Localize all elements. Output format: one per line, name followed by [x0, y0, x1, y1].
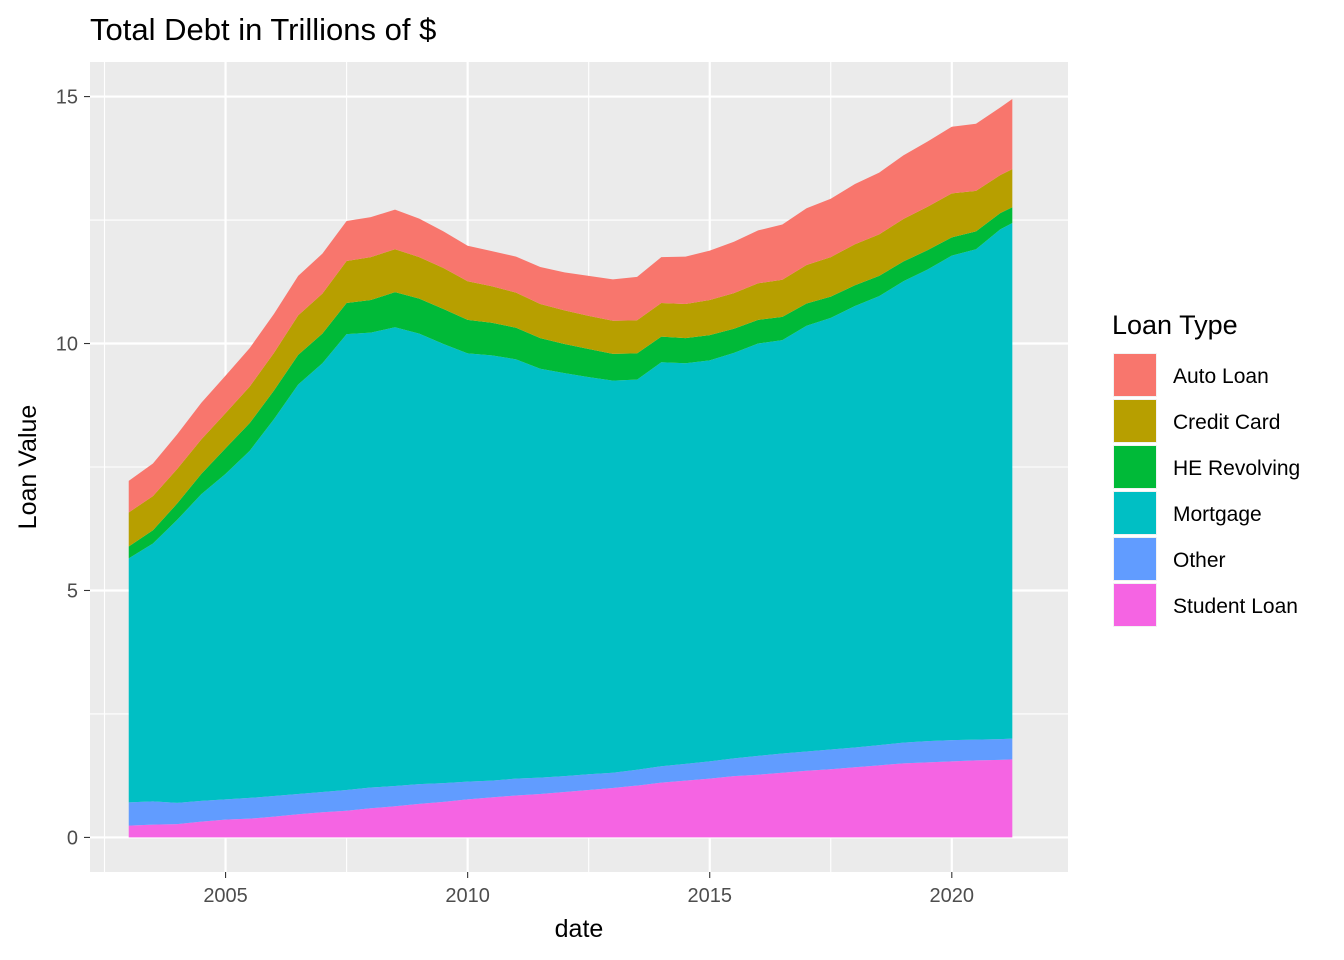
x-tick-label: 2015 — [687, 885, 732, 907]
legend-swatch-student-loan — [1114, 584, 1156, 626]
legend: Loan Type Auto Loan Credit Card HE Revolvi… — [1112, 310, 1300, 627]
x-tick-label: 2005 — [203, 885, 248, 907]
y-axis: 0 5 10 15 — [56, 87, 90, 849]
x-axis: 2005 2010 2015 2020 — [203, 872, 974, 907]
area-series-other — [128, 738, 1013, 826]
legend-label-mortgage: Mortgage — [1173, 503, 1262, 526]
legend-label-other: Other — [1173, 549, 1226, 572]
y-tick-label: 10 — [56, 334, 78, 356]
x-axis-title: date — [555, 915, 604, 943]
x-tick-label: 2010 — [445, 885, 490, 907]
legend-swatch-other — [1114, 538, 1156, 580]
area-series-student-loan — [128, 759, 1013, 838]
legend-swatch-he-revolving — [1114, 446, 1156, 488]
legend-swatch-mortgage — [1114, 492, 1156, 534]
legend-swatch-credit-card — [1114, 400, 1156, 442]
legend-label-he-revolving: HE Revolving — [1173, 457, 1300, 480]
legend-label-student-loan: Student Loan — [1173, 595, 1298, 618]
area-layers — [128, 99, 1013, 838]
y-axis-title: Loan Value — [14, 405, 42, 530]
area-series-mortgage — [128, 223, 1013, 803]
y-tick-label: 5 — [67, 580, 78, 602]
legend-title: Loan Type — [1112, 310, 1238, 340]
chart-title: Total Debt in Trillions of $ — [90, 12, 436, 47]
legend-swatch-auto-loan — [1114, 354, 1156, 396]
y-tick-label: 15 — [56, 87, 78, 109]
y-tick-label: 0 — [67, 827, 78, 849]
x-tick-label: 2020 — [930, 885, 975, 907]
area-series-auto-loan — [128, 99, 1013, 513]
legend-label-credit-card: Credit Card — [1173, 411, 1280, 434]
area-series-credit-card — [128, 169, 1013, 547]
legend-label-auto-loan: Auto Loan — [1173, 365, 1269, 388]
